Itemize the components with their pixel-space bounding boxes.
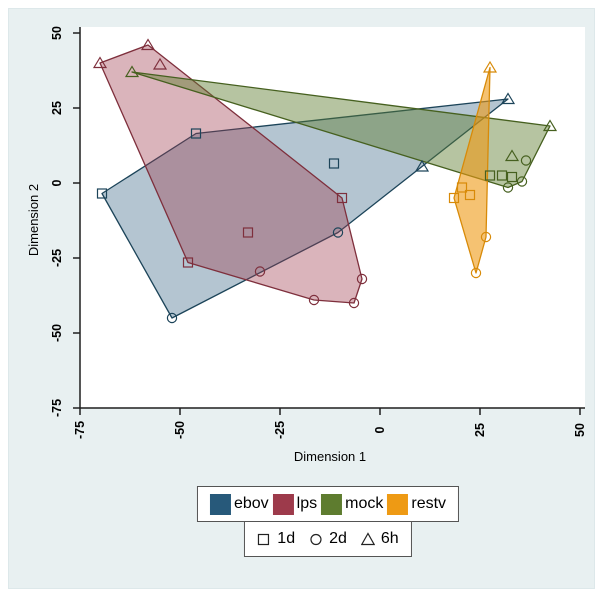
hull-layer [99, 44, 551, 319]
x-tick-label: -50 [173, 421, 187, 439]
hull-mock [131, 71, 551, 189]
circle-icon [310, 533, 322, 546]
y-tick-label: -25 [50, 249, 64, 267]
legend-group-item-ebov: ebov [209, 493, 269, 515]
marker-triangle-restv [482, 60, 498, 73]
square-icon [258, 533, 270, 546]
marker-triangle-lps [140, 38, 156, 51]
marker-triangle-lps [92, 56, 108, 69]
legend: ebov lps mock restv 1d 2d 6h [196, 486, 460, 557]
x-tick-label: 0 [373, 426, 387, 433]
marker-circle-lps [254, 266, 266, 277]
marker-square-lps [336, 192, 348, 204]
marker-circle-restv [470, 267, 482, 279]
marker-square-lps [182, 257, 194, 268]
y-tick-label: 25 [50, 101, 64, 115]
legend-swatch-ebov [209, 493, 231, 515]
axes-layer: 50 25 0 -25 -50 -75 -75 -50 -25 0 25 50 [50, 26, 587, 439]
x-tick-label: 25 [473, 423, 487, 437]
marker-square-lps [242, 227, 254, 238]
legend-shape-item-6h: 6h [351, 531, 399, 547]
marker-square-ebov [190, 128, 202, 139]
marker-circle-ebov [166, 312, 178, 324]
legend-swatch-restv [387, 493, 409, 515]
legend-shape-item-2d: 2d [299, 531, 347, 547]
marker-square-restv [456, 182, 468, 193]
triangle-icon [360, 532, 375, 546]
y-tick-label: -50 [50, 324, 64, 342]
legend-group-label: restv [411, 495, 447, 512]
legend-group-label: ebov [233, 495, 269, 512]
marker-square-ebov [328, 158, 340, 169]
marker-square-mock [496, 170, 508, 181]
plot-area [80, 27, 585, 408]
legend-group-item-mock: mock [321, 493, 384, 515]
y-tick-label: 0 [50, 179, 64, 186]
legend-swatch-lps [272, 493, 294, 515]
y-tick-label: 50 [50, 26, 64, 40]
marker-square-mock [506, 171, 518, 183]
marker-circle-mock [516, 176, 528, 187]
legend-group-label: lps [296, 495, 318, 512]
marker-triangle-mock [542, 119, 558, 132]
marker-square-ebov [96, 188, 108, 199]
legend-shape-label: 2d [329, 530, 347, 547]
rect [258, 533, 270, 546]
marker-circle-lps [356, 273, 368, 285]
legend-shape-item-1d: 1d [257, 531, 295, 547]
legend-shape-label: 6h [380, 530, 399, 547]
hull-lps [99, 44, 363, 304]
x-tick-label: -75 [73, 421, 87, 439]
marker-circle-mock [520, 155, 532, 166]
marker-circle-ebov [332, 227, 344, 238]
marker-triangle-mock [504, 149, 520, 162]
legend-group-item-restv: restv [387, 493, 447, 515]
polygon [360, 532, 375, 546]
hull-ebov [101, 98, 509, 319]
marker-square-restv [464, 189, 476, 201]
marker-circle-lps [308, 294, 320, 306]
circle [310, 533, 322, 546]
x-tick-label: 50 [573, 423, 587, 437]
marker-triangle-ebov [500, 92, 516, 105]
marker-triangle-mock [124, 65, 140, 78]
marker-layer [92, 38, 558, 324]
legend-groups: ebov lps mock restv [196, 486, 460, 522]
y-tick-label: -75 [50, 399, 64, 417]
marker-circle-restv [480, 231, 492, 243]
legend-swatch-mock [321, 493, 343, 515]
legend-shape-label: 1d [277, 530, 296, 547]
y-axis-title: Dimension 2 [26, 184, 41, 256]
legend-group-item-lps: lps [272, 493, 318, 515]
marker-circle-lps [348, 297, 360, 309]
marker-square-restv [448, 192, 460, 204]
legend-shapes: 1d 2d 6h [244, 521, 412, 557]
legend-group-label: mock [345, 495, 384, 512]
x-tick-label: -25 [273, 421, 287, 439]
marker-triangle-ebov [414, 159, 430, 172]
x-axis-title: Dimension 1 [294, 449, 366, 464]
marker-square-mock [484, 170, 496, 181]
marker-triangle-lps [152, 57, 168, 70]
marker-circle-mock [502, 182, 514, 193]
hull-restv [453, 66, 491, 274]
